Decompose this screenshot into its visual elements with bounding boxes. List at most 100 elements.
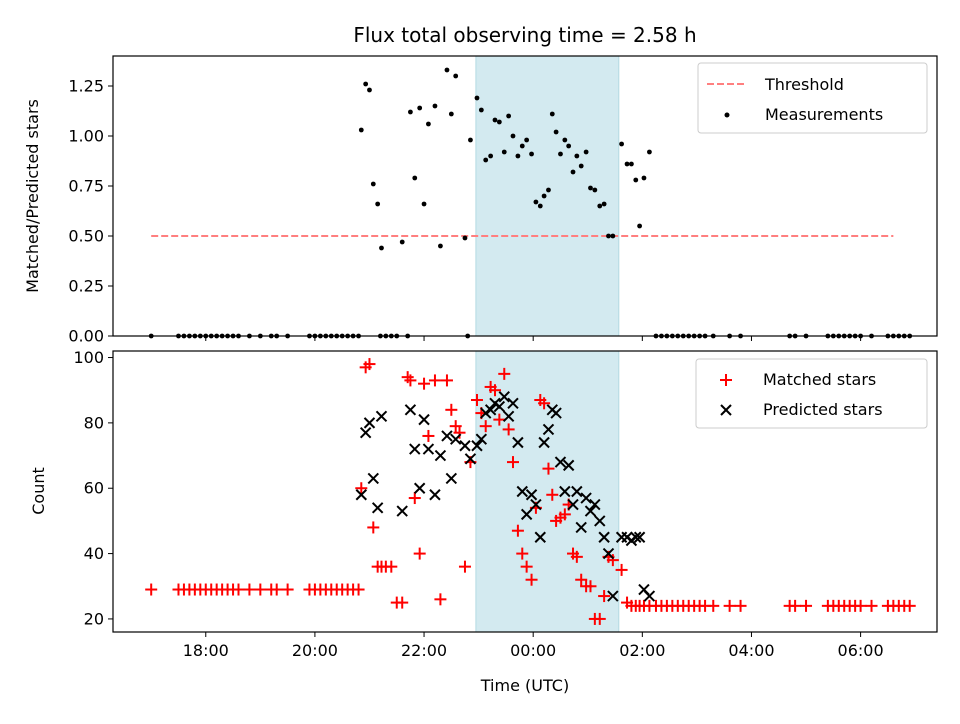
measurement-point xyxy=(562,137,568,143)
predicted-star-stroke xyxy=(594,515,606,527)
matched-star-point xyxy=(243,583,256,596)
measurement-point xyxy=(558,151,563,157)
measurement-point xyxy=(448,111,454,117)
predicted-star-stroke xyxy=(530,498,542,511)
matched-star-point xyxy=(865,599,878,612)
matched-star-point xyxy=(542,462,555,475)
predicted-star-stroke xyxy=(498,391,510,403)
measurement-point xyxy=(417,105,423,111)
measurement-point xyxy=(492,117,498,123)
measurement-point xyxy=(588,185,593,191)
predicted-star-point xyxy=(459,440,471,452)
predicted-star-point xyxy=(530,498,542,511)
matched-star-point xyxy=(570,550,583,563)
matched-star-point xyxy=(449,420,462,433)
measurement-point xyxy=(619,141,624,147)
y-tick-label: 100 xyxy=(73,348,104,367)
predicted-star-point xyxy=(375,410,388,423)
y-tick-label: 20 xyxy=(84,609,104,628)
matched-star-point xyxy=(440,374,453,387)
measurement-point xyxy=(566,143,572,149)
x-tick-label: 00:00 xyxy=(510,641,556,660)
measurement-point xyxy=(412,175,418,181)
measurement-point xyxy=(624,161,630,167)
measurement-point xyxy=(606,233,611,239)
predicted-star-stroke xyxy=(464,453,477,465)
top-x-axis xyxy=(205,336,862,341)
predicted-star-point xyxy=(584,505,597,517)
measurement-point xyxy=(537,203,543,209)
x-tick-label: 18:00 xyxy=(183,641,229,660)
predicted-star-stroke xyxy=(638,583,650,596)
matched-star-point xyxy=(593,612,606,625)
matched-star-point xyxy=(506,456,519,469)
measurement-point xyxy=(478,107,484,113)
bottom-y-axis-label: Count xyxy=(29,467,48,515)
measurement-point xyxy=(363,81,369,87)
matched-star-point xyxy=(428,374,441,387)
predicted-star-point xyxy=(404,404,417,416)
predicted-star-point xyxy=(525,489,538,501)
measurement-point xyxy=(438,243,443,249)
matched-star-point xyxy=(546,488,559,501)
predicted-star-stroke xyxy=(580,492,592,504)
predicted-star-stroke xyxy=(598,531,610,543)
matched-star-point xyxy=(789,599,802,612)
measurement-point xyxy=(529,151,534,157)
y-tick-label: 80 xyxy=(84,413,104,432)
top-plot-area xyxy=(148,55,913,339)
matched-star-point xyxy=(363,358,376,371)
matched-star-point xyxy=(145,583,158,596)
matched-star-point xyxy=(396,596,409,609)
predicted-star-point xyxy=(538,436,550,449)
predicted-star-point xyxy=(643,590,656,602)
predicted-star-point xyxy=(534,531,546,543)
measurement-point xyxy=(546,187,551,193)
predicted-star-point xyxy=(571,485,583,498)
matched-star-point xyxy=(385,560,398,573)
matched-star-point xyxy=(445,403,458,416)
matched-star-point xyxy=(584,580,597,593)
predicted-star-stroke xyxy=(484,404,497,416)
predicted-star-stroke xyxy=(567,498,579,511)
measurement-point xyxy=(637,223,642,229)
matched-star-point xyxy=(470,394,483,407)
top-legend: Threshold Measurements xyxy=(697,62,928,134)
predicted-star-stroke xyxy=(493,400,506,413)
predicted-star-point xyxy=(598,531,610,543)
matched-star-point xyxy=(355,482,368,495)
matched-star-point xyxy=(516,547,529,560)
measurement-point xyxy=(426,121,431,127)
matched-star-point xyxy=(502,423,515,436)
matched-star-point xyxy=(854,599,867,612)
predicted-star-point xyxy=(480,407,492,419)
predicted-star-stroke xyxy=(367,472,380,485)
legend-measurements-swatch xyxy=(724,112,730,118)
x-tick-label: 20:00 xyxy=(292,641,338,660)
bottom-panel: 20 40 60 80 100 18:00 20:00 22:00 00:00 02:00 04:… xyxy=(29,348,938,695)
predicted-star-stroke xyxy=(396,505,408,517)
predicted-star-point xyxy=(413,482,426,494)
predicted-star-point xyxy=(441,430,453,442)
predicted-star-point xyxy=(607,590,619,602)
matched-star-point xyxy=(422,429,435,442)
measurement-point xyxy=(399,239,405,245)
predicted-star-stroke xyxy=(409,443,421,455)
measurement-point xyxy=(647,149,652,155)
measurement-point xyxy=(524,137,530,143)
matched-star-point xyxy=(434,593,447,606)
predicted-star-point xyxy=(562,459,575,472)
measurement-point xyxy=(574,153,580,159)
predicted-star-point xyxy=(498,391,510,403)
bottom-axes-frame xyxy=(112,350,938,633)
top-y-axis-label: Matched/Predicted stars xyxy=(23,99,42,293)
predicted-star-point xyxy=(371,502,384,514)
predicted-star-point xyxy=(512,436,524,449)
matched-star-point xyxy=(232,583,245,596)
predicted-star-stroke xyxy=(534,531,546,543)
predicted-star-stroke xyxy=(602,547,615,560)
top-legend-box xyxy=(697,62,928,134)
matched-star-point xyxy=(479,420,492,433)
measurement-point xyxy=(597,203,603,209)
x-tick-label: 04:00 xyxy=(728,641,774,660)
